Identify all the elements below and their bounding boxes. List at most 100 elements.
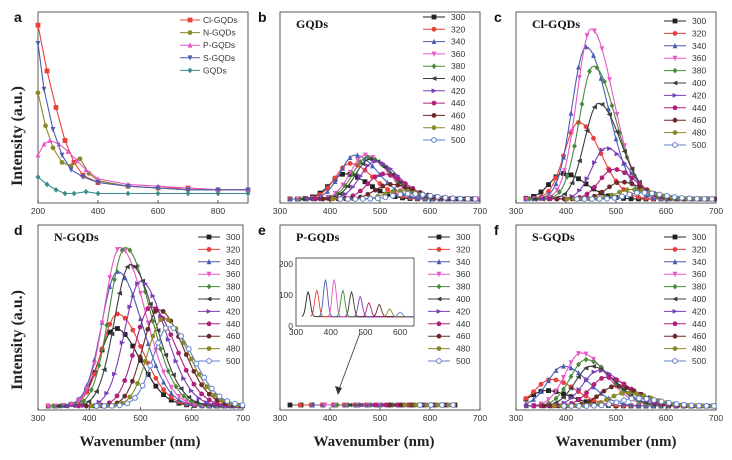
data-point — [360, 402, 366, 408]
data-point — [629, 171, 635, 176]
data-point — [576, 351, 581, 357]
data-point — [538, 189, 544, 195]
data-point — [628, 395, 635, 402]
data-point — [85, 399, 92, 404]
data-point — [89, 386, 94, 393]
data-point — [389, 192, 396, 199]
data-point — [599, 46, 605, 52]
panel-d-axis-xtick-label: 400 — [82, 413, 96, 423]
inset-pointer-arrow — [337, 332, 361, 393]
data-point — [332, 190, 338, 197]
data-point — [150, 293, 156, 299]
data-point — [127, 247, 133, 254]
data-point — [427, 192, 434, 199]
panel-a-axis-xtick-label: 200 — [31, 206, 45, 216]
legend-label: 480 — [451, 123, 465, 133]
legend-label: 480 — [692, 128, 706, 138]
panel-b-axis-xtick-label: 600 — [423, 206, 437, 216]
legend-label: N-GQDs — [203, 28, 236, 38]
data-point — [359, 196, 366, 202]
inset-ytick-label: 100 — [279, 290, 293, 300]
legend-marker — [206, 321, 212, 327]
data-point — [609, 102, 615, 109]
data-point — [599, 375, 604, 381]
data-point — [370, 163, 375, 169]
data-point — [178, 386, 184, 392]
data-point — [626, 191, 633, 198]
data-point — [568, 172, 574, 178]
data-point — [576, 387, 582, 392]
data-point — [607, 184, 612, 190]
panel-e: 300 400 500 600 700 P-GQDs 300 400 500 600 0 100 200… — [273, 224, 487, 423]
data-point — [150, 333, 156, 339]
legend-marker — [672, 117, 678, 123]
data-point — [591, 397, 596, 403]
data-point — [139, 382, 146, 389]
panel-e-axis-xtick-label: 500 — [373, 413, 387, 423]
data-point — [239, 402, 246, 408]
data-point — [402, 181, 408, 186]
data-point — [606, 401, 612, 408]
data-point — [568, 403, 575, 409]
data-point — [76, 398, 82, 404]
data-point — [91, 361, 97, 367]
data-point — [387, 402, 393, 408]
data-point — [153, 362, 159, 368]
data-point — [162, 325, 169, 331]
panel-b-axis-xtick-label: 400 — [323, 206, 337, 216]
data-point — [404, 190, 411, 197]
panel-c-axis-xtick-label: 500 — [609, 206, 623, 216]
data-point — [116, 290, 122, 296]
legend-label: 420 — [451, 86, 465, 96]
data-point — [107, 275, 113, 281]
data-point — [607, 77, 612, 83]
legend-label: 460 — [451, 110, 465, 120]
legend-marker — [672, 346, 678, 351]
data-point — [553, 395, 559, 402]
data-point — [604, 195, 610, 202]
data-point — [340, 165, 345, 171]
data-point — [165, 368, 171, 374]
legend-label: 340 — [692, 41, 706, 51]
data-point — [104, 322, 110, 329]
data-point — [216, 393, 223, 400]
legend-marker — [672, 67, 678, 74]
data-point — [84, 386, 90, 392]
legend-label: 320 — [456, 244, 470, 254]
data-point — [342, 191, 349, 197]
legend-label: 440 — [692, 319, 706, 329]
panel-a-axis-frame — [37, 11, 249, 204]
data-point — [370, 184, 375, 190]
inset-pointer-arrowhead — [335, 386, 342, 395]
data-point — [181, 393, 187, 400]
data-point — [76, 403, 81, 409]
data-point — [122, 378, 128, 383]
x-axis-label-e: Wavenumber (nm) — [314, 434, 435, 450]
data-point — [372, 174, 378, 180]
data-point — [35, 41, 41, 47]
data-point — [673, 401, 680, 407]
legend-marker — [431, 76, 437, 81]
legend-label: 480 — [456, 344, 470, 354]
inset-xtick-label: 300 — [289, 327, 303, 337]
legend-label: 400 — [692, 78, 706, 88]
data-point — [591, 135, 596, 141]
data-point — [155, 185, 161, 191]
data-point — [188, 356, 194, 362]
data-point — [130, 378, 135, 384]
legend-label: 320 — [692, 28, 706, 38]
panel-c-axis-xtick-label: 400 — [559, 206, 573, 216]
data-point — [168, 397, 174, 403]
legend-marker — [206, 234, 212, 240]
legend-label: 340 — [226, 257, 240, 267]
data-point — [564, 173, 570, 180]
data-point — [679, 194, 685, 201]
data-point — [137, 324, 143, 330]
legend-label: 380 — [226, 282, 240, 292]
data-point — [385, 187, 390, 192]
data-point — [155, 190, 161, 197]
legend-marker — [436, 333, 442, 339]
data-point — [398, 402, 404, 408]
data-point — [576, 176, 581, 182]
data-point — [527, 196, 532, 202]
